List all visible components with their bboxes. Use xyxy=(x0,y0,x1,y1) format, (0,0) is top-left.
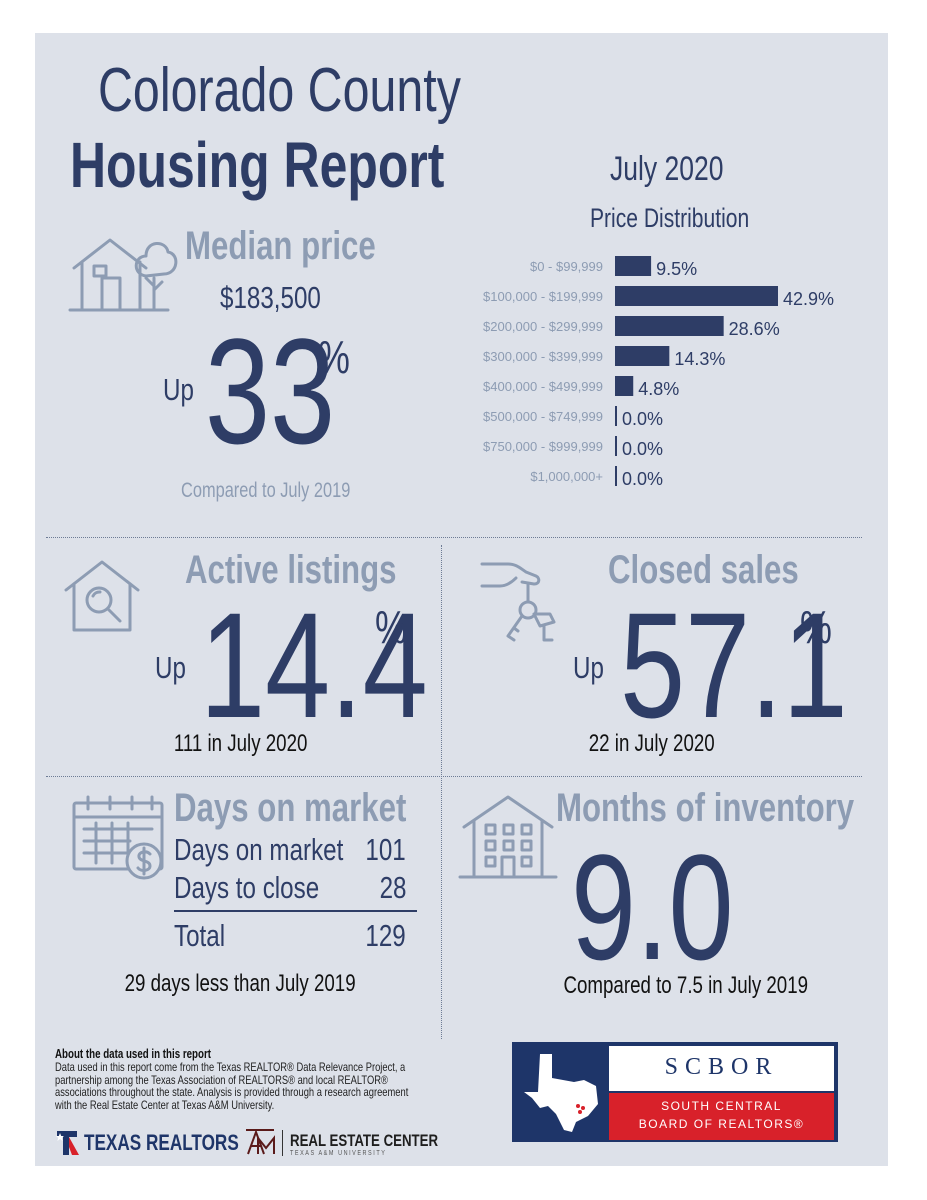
months-inventory-value: 9.0 xyxy=(570,823,734,991)
distribution-bar xyxy=(615,376,634,396)
category-label: $0 - $99,999 xyxy=(530,259,603,274)
distribution-bar xyxy=(615,346,670,366)
texas-realtors-logo-mark xyxy=(55,1127,81,1157)
category-label: $750,000 - $999,999 xyxy=(483,439,603,454)
texas-am-wordmark: TEXAS A&M UNIVERSITY xyxy=(290,1150,387,1157)
scbor-subtitle-line2: BOARD OF REALTORS® xyxy=(638,1117,805,1131)
distribution-bar xyxy=(615,286,778,306)
scbor-subtitle-band: SOUTH CENTRAL BOARD OF REALTORS® xyxy=(609,1093,834,1140)
category-label: $300,000 - $399,999 xyxy=(483,349,603,364)
scbor-logo: SCBOR SOUTH CENTRAL BOARD OF REALTORS® xyxy=(512,1042,838,1142)
days-on-market-label: Days on market xyxy=(174,786,407,830)
report-month: July 2020 xyxy=(610,150,724,188)
texas-am-logo xyxy=(244,1128,276,1156)
median-direction: Up xyxy=(163,372,194,407)
chart-title: Price Distribution xyxy=(590,203,750,233)
closed-percent-sign: % xyxy=(800,601,832,653)
value-label: 28.6% xyxy=(729,319,780,339)
stat-row-total: Total xyxy=(174,918,226,953)
real-estate-center-wordmark: REAL ESTATE CENTER xyxy=(290,1131,439,1150)
price-distribution-chart: $0 - $99,999 9.5% $100,000 - $199,999 42.9%… xyxy=(483,256,834,489)
category-label: $200,000 - $299,999 xyxy=(483,319,603,334)
texas-map-icon xyxy=(522,1050,602,1134)
distribution-bar xyxy=(615,406,617,426)
active-direction: Up xyxy=(155,650,186,685)
value-label: 14.3% xyxy=(674,349,725,369)
closed-direction: Up xyxy=(573,650,604,685)
value-label: 0.0% xyxy=(622,439,663,459)
stat-row-days-to-close: Days to close xyxy=(174,870,320,905)
months-comparison: Compared to 7.5 in July 2019 xyxy=(563,972,809,999)
hand-keys-icon xyxy=(478,556,568,656)
stat-value-days-to-close: 28 xyxy=(379,870,406,905)
house-search-icon xyxy=(62,556,142,636)
report-title-line2: Housing Report xyxy=(70,129,445,201)
divider-middle xyxy=(46,776,862,777)
stat-value-total: 129 xyxy=(365,918,406,953)
building-icon xyxy=(458,793,558,883)
days-comparison: 29 days less than July 2019 xyxy=(124,970,356,997)
stat-value-days-on-market: 101 xyxy=(365,832,406,867)
active-change: 14.4 xyxy=(200,581,428,749)
median-percent-sign: % xyxy=(318,331,350,383)
divider-vertical xyxy=(441,545,442,1039)
median-price-value: $183,500 xyxy=(220,280,321,315)
scbor-title: SCBOR xyxy=(664,1054,779,1080)
texas-realtors-wordmark: TEXAS REALTORS xyxy=(84,1130,239,1155)
report-panel xyxy=(35,33,888,1166)
median-change: 33 xyxy=(205,307,336,475)
scbor-subtitle-line1: SOUTH CENTRAL xyxy=(661,1099,782,1113)
stat-row-days-on-market: Days on market xyxy=(174,832,344,867)
distribution-bar xyxy=(615,466,617,486)
months-inventory-label: Months of inventory xyxy=(556,786,855,830)
category-label: $400,000 - $499,999 xyxy=(483,379,603,394)
category-label: $500,000 - $749,999 xyxy=(483,409,603,424)
report-title-line1: Colorado County xyxy=(98,56,461,125)
total-rule xyxy=(174,910,417,912)
about-text: Data used in this report come from the T… xyxy=(55,1060,409,1112)
distribution-bar xyxy=(615,256,652,276)
value-label: 9.5% xyxy=(656,259,697,279)
active-listings-label: Active listings xyxy=(185,548,397,592)
closed-sales-label: Closed sales xyxy=(608,548,799,592)
divider-top xyxy=(46,537,862,538)
distribution-bar xyxy=(615,436,617,456)
active-detail: 111 in July 2020 xyxy=(174,730,308,757)
category-label: $100,000 - $199,999 xyxy=(483,289,603,304)
median-price-label: Median price xyxy=(185,224,376,268)
value-label: 0.0% xyxy=(622,469,663,489)
about-heading: About the data used in this report xyxy=(55,1047,212,1061)
logo-separator xyxy=(282,1130,283,1156)
value-label: 4.8% xyxy=(638,379,679,399)
closed-change: 57.1 xyxy=(620,581,848,749)
distribution-bar xyxy=(615,316,724,336)
value-label: 0.0% xyxy=(622,409,663,429)
scbor-title-band: SCBOR xyxy=(609,1046,834,1091)
calendar-dollar-icon xyxy=(70,793,170,885)
median-comparison: Compared to July 2019 xyxy=(181,479,351,502)
house-tree-icon xyxy=(68,232,178,314)
active-percent-sign: % xyxy=(375,601,407,653)
closed-detail: 22 in July 2020 xyxy=(589,730,715,757)
value-label: 42.9% xyxy=(783,289,834,309)
category-label: $1,000,000+ xyxy=(530,469,603,484)
